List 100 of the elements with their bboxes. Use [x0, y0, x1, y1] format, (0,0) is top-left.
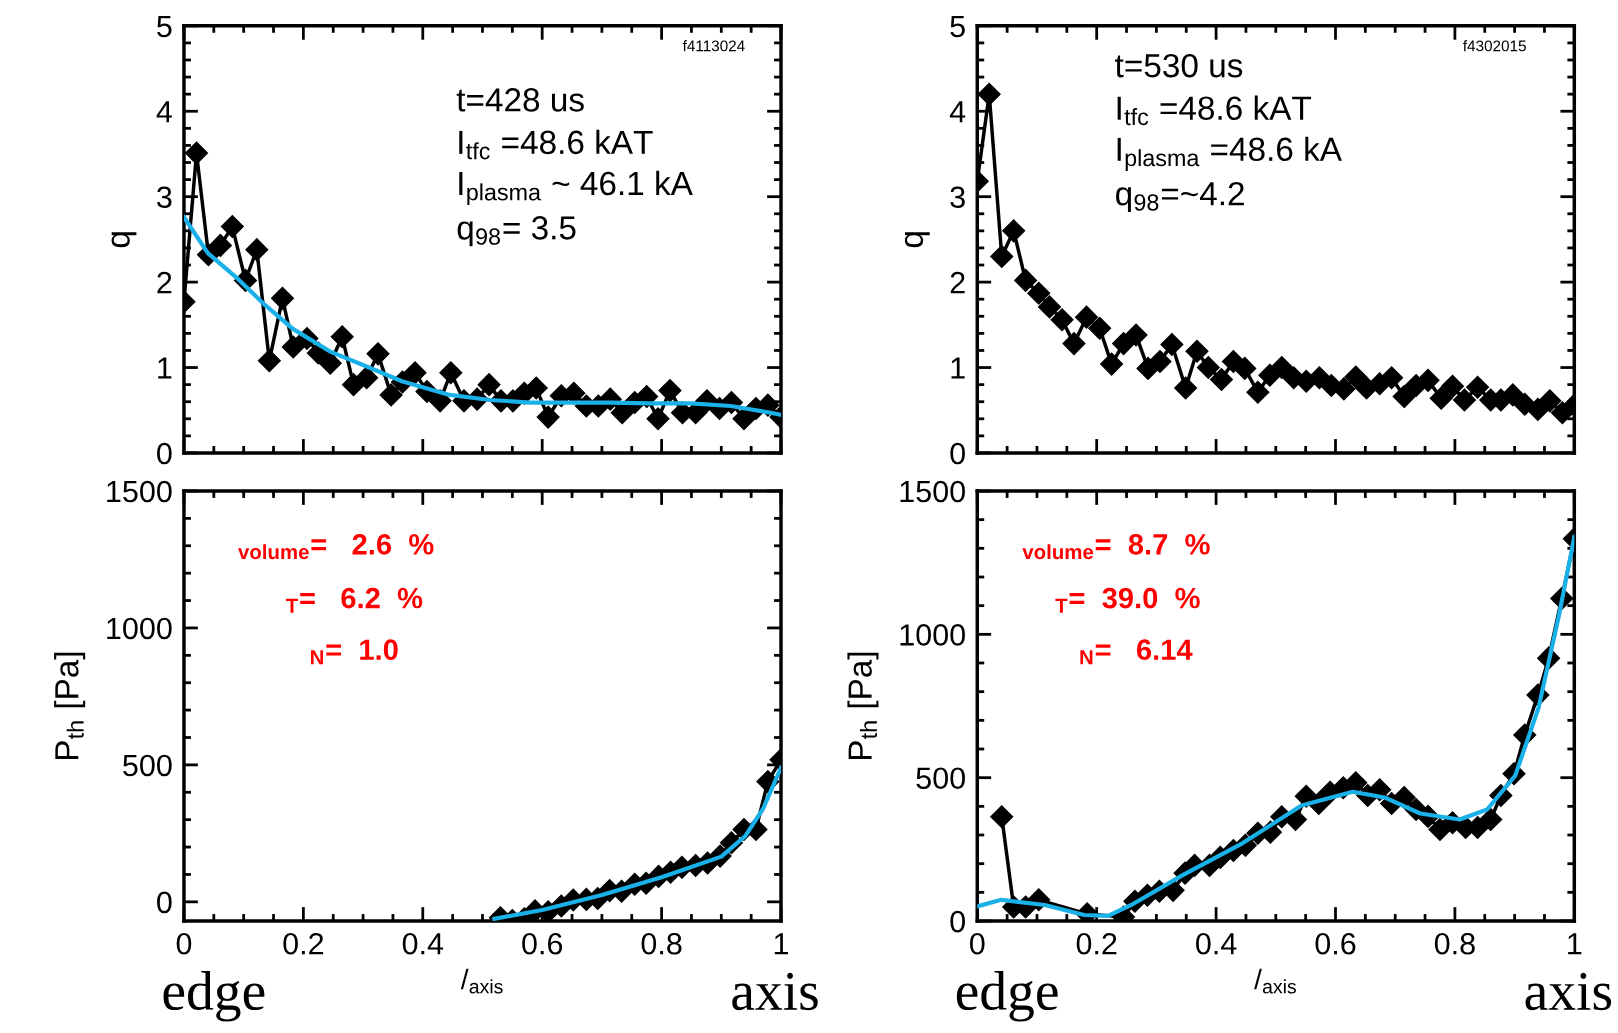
point	[318, 351, 342, 375]
point	[536, 405, 560, 429]
y-tick-label: 5	[157, 15, 172, 38]
annotation: f4302015	[1463, 40, 1526, 52]
y-tick-label: 1500	[107, 480, 172, 503]
y-tick-label: 1	[158, 357, 172, 379]
x-tick-label: 0.2	[1076, 932, 1117, 955]
text: axis	[732, 972, 818, 1011]
point	[355, 366, 379, 390]
annotation: I$_{tfc}$ =48.6 kAT	[1117, 95, 1312, 126]
point	[330, 325, 354, 349]
point	[1002, 219, 1026, 243]
x-tick-label: 0.2	[283, 932, 324, 955]
point	[1062, 332, 1086, 356]
x-axis-title: /$_{axis}$	[460, 968, 503, 994]
point	[977, 82, 1001, 106]
y-axis-title: P$_{th}$ [Pa]	[847, 652, 879, 760]
x-tick-label: 0.4	[402, 932, 444, 955]
point	[1075, 305, 1099, 329]
x-tick-label: 0	[176, 932, 192, 955]
point	[220, 215, 244, 239]
x-tick-label: 0.4	[1196, 932, 1237, 955]
y-tick-label: 1	[951, 357, 965, 379]
point	[1270, 356, 1294, 380]
y-tick-label: 0	[950, 442, 965, 465]
point	[245, 238, 269, 262]
y-tick-label: 4	[156, 101, 172, 123]
point	[379, 383, 403, 407]
point	[366, 342, 390, 366]
y-tick-label: 0	[157, 442, 172, 465]
y-tick-label: 2	[157, 271, 172, 294]
point	[1038, 295, 1062, 319]
point	[1233, 356, 1257, 380]
point	[1246, 380, 1270, 404]
point	[1538, 389, 1562, 413]
annotation: I$_{plasma}$ =48.6 kA	[1117, 136, 1342, 171]
point	[646, 407, 670, 431]
y-tick-label: 1000	[900, 624, 965, 646]
point	[1344, 365, 1368, 389]
point	[257, 349, 281, 373]
point	[732, 407, 756, 431]
point	[1185, 339, 1209, 363]
annotation: $_{T}$= 6.2 %	[285, 587, 423, 613]
x-axis-title: /$_{axis}$	[1254, 968, 1296, 994]
x-tick-label: 0	[969, 932, 985, 955]
point	[477, 373, 501, 397]
point	[270, 286, 294, 310]
point	[1148, 350, 1172, 374]
annotation: $_{volume}$= 2.6 %	[238, 534, 434, 560]
point	[1124, 323, 1148, 347]
point	[1416, 368, 1440, 392]
point	[1466, 375, 1490, 399]
y-tick-label: 5	[950, 15, 965, 38]
annotation: t=428 us	[456, 88, 584, 112]
y-tick-label: 500	[123, 754, 172, 777]
annotation: f4113024	[682, 40, 745, 52]
point	[524, 376, 548, 400]
point	[1392, 785, 1416, 809]
annotation: q$_{98}$= 3.5	[457, 216, 576, 247]
x-tick-label: 0.6	[522, 932, 563, 955]
x-tick-label: 1	[1568, 933, 1582, 955]
text: edge	[956, 971, 1058, 1022]
point	[1160, 332, 1184, 356]
y-axis-title: P$_{th}$ [Pa]	[54, 652, 86, 760]
y-tick-label: 1500	[900, 480, 965, 503]
point	[1479, 808, 1503, 832]
point	[208, 233, 232, 257]
annotation: I$_{plasma}$ ~ 46.1 kA	[459, 170, 693, 206]
point	[1429, 386, 1453, 410]
point	[1196, 356, 1220, 380]
point	[1526, 397, 1550, 421]
point	[403, 361, 427, 385]
annotation: $_{N}$= 6.14	[1080, 639, 1193, 665]
point	[1050, 308, 1074, 332]
point	[1380, 366, 1404, 390]
annotation: $_{volume}$= 8.7 %	[1022, 534, 1210, 560]
point	[990, 244, 1014, 268]
point	[1501, 383, 1525, 407]
y-tick-label: 2	[950, 271, 965, 294]
annotation: t=530 us	[1115, 53, 1243, 78]
point	[1332, 377, 1356, 401]
point	[281, 335, 305, 359]
point	[1441, 374, 1465, 398]
y-tick-label: 4	[949, 101, 966, 123]
x-tick-label: 0.6	[1315, 932, 1356, 955]
annotation: $_{T}$= 39.0 %	[1055, 587, 1200, 613]
x-tick-label: 1	[774, 933, 789, 955]
y-tick-label: 0	[157, 891, 172, 914]
point	[439, 361, 463, 385]
point	[1209, 368, 1233, 391]
point	[1014, 268, 1038, 292]
annotation: I$_{tfc}$ =48.6 kAT	[459, 129, 653, 160]
point	[990, 805, 1014, 829]
x-tick-label: 0.8	[641, 932, 682, 955]
y-axis-title: q	[904, 232, 930, 248]
text: edge	[163, 971, 265, 1022]
text: axis	[1525, 972, 1612, 1011]
point	[1392, 385, 1416, 409]
y-tick-label: 0	[950, 910, 965, 933]
annotation: $_{N}$= 1.0	[310, 639, 398, 665]
